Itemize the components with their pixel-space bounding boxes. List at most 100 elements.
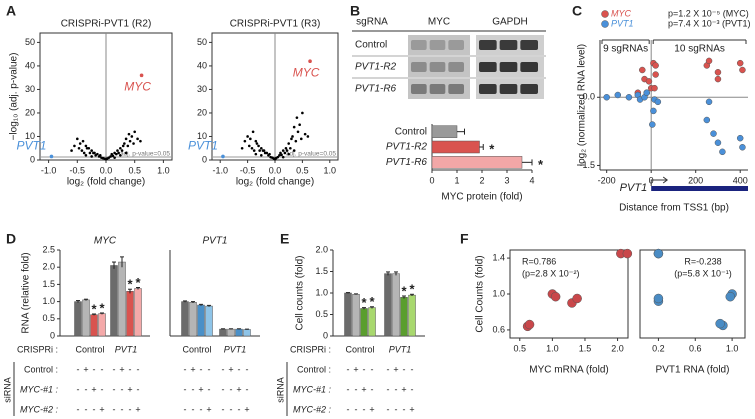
table-title: siRNA xyxy=(2,377,12,403)
table-sign: + xyxy=(409,404,414,414)
table-sign: - xyxy=(93,404,96,414)
data-point xyxy=(90,155,93,158)
data-point xyxy=(705,98,713,106)
x-tick-label: -1.0 xyxy=(41,165,57,175)
data-point xyxy=(292,149,296,152)
chart-title: MYC xyxy=(94,236,117,247)
table-sign: + xyxy=(198,384,203,394)
data-point xyxy=(651,84,658,92)
panel-label: E xyxy=(280,231,289,247)
x-axis-label: MYC mRNA (fold) xyxy=(529,365,608,376)
y-tick-label: 40 xyxy=(197,60,207,70)
table-sign: - xyxy=(137,384,140,394)
table-sign: - xyxy=(347,364,350,374)
table-sign: - xyxy=(238,404,241,414)
data-point xyxy=(572,293,582,304)
blot-band xyxy=(429,62,446,72)
data-point xyxy=(76,137,79,141)
x-tick-label: 4 xyxy=(529,175,534,185)
data-point xyxy=(719,148,726,156)
category-label: PVT1 xyxy=(115,344,138,354)
data-point xyxy=(736,134,744,142)
data-point xyxy=(254,152,258,156)
highlight-label: MYC xyxy=(124,80,151,94)
table-sign: - xyxy=(411,364,414,374)
highlight-label: PVT1 xyxy=(188,139,218,153)
data-point xyxy=(650,107,657,115)
y-tick-label: 2.0 xyxy=(42,262,55,272)
bar xyxy=(431,156,523,169)
x-tick-label: 0.6 xyxy=(689,343,702,353)
table-sign: + xyxy=(236,384,241,394)
highlight-label: MYC xyxy=(293,65,320,79)
data-point xyxy=(87,146,91,150)
data-point xyxy=(303,132,307,136)
data-point xyxy=(139,139,142,143)
x-tick-label: 2.0 xyxy=(611,343,624,353)
data-point xyxy=(130,135,134,138)
gene-body xyxy=(651,186,748,191)
bar xyxy=(181,301,189,337)
table-sign: - xyxy=(387,364,390,374)
y-axis-label: log₂ (normalized RNA level) xyxy=(577,44,588,166)
x-tick-label: 1 xyxy=(454,175,459,185)
blot-band xyxy=(411,40,427,50)
y-tick-label: 1.5 xyxy=(315,266,328,276)
data-point xyxy=(82,151,86,155)
data-point xyxy=(603,94,610,101)
significance: * xyxy=(361,295,367,310)
data-point xyxy=(80,149,84,152)
bar xyxy=(118,261,126,337)
data-point xyxy=(98,153,102,157)
significance: * xyxy=(99,300,105,315)
data-point xyxy=(70,149,73,152)
table-row-label: Control : xyxy=(24,364,58,374)
x-tick-label: 2 xyxy=(479,175,484,185)
x-tick-label: 0.5 xyxy=(128,165,141,175)
x-axis-label: PVT1 RNA (fold) xyxy=(656,365,730,376)
table-sign: - xyxy=(113,384,116,394)
y-tick-label: 0.6 xyxy=(492,324,505,334)
y-tick-label: 0.5 xyxy=(315,309,328,319)
legend-label: PVT1 xyxy=(611,18,634,28)
table-sign: - xyxy=(222,364,225,374)
blot-band xyxy=(479,62,497,72)
table-sign: - xyxy=(77,404,80,414)
highlight-point xyxy=(308,59,312,64)
panel-label: F xyxy=(460,231,469,247)
data-point xyxy=(88,151,92,155)
table-sign: + xyxy=(361,384,366,394)
table-row-label: MYC-#1 : xyxy=(293,384,332,394)
data-point xyxy=(649,121,656,128)
y-tick-label: 0 xyxy=(202,154,207,164)
data-point xyxy=(703,116,711,124)
table-sign: - xyxy=(121,384,124,394)
table-sign: - xyxy=(113,404,116,414)
x-tick-label: 0.5 xyxy=(514,343,527,353)
significance: * xyxy=(135,275,141,290)
data-point xyxy=(73,144,76,148)
data-point xyxy=(268,152,271,156)
y-axis-label: −log₁₀ (adj. p-value) xyxy=(9,53,20,141)
data-point xyxy=(279,151,282,155)
data-point xyxy=(625,94,633,101)
blot-band xyxy=(448,84,464,94)
blot-header: GAPDH xyxy=(492,17,528,28)
table-sign: - xyxy=(101,384,104,394)
table-title: siRNA xyxy=(275,377,285,403)
table-sign: - xyxy=(230,404,233,414)
data-point xyxy=(119,153,122,157)
table-sign: - xyxy=(184,384,187,394)
data-point xyxy=(285,149,289,152)
table-sign: + xyxy=(244,404,249,414)
table-sign: - xyxy=(363,364,366,374)
data-point xyxy=(78,142,82,145)
data-point xyxy=(121,144,125,148)
table-sign: - xyxy=(246,384,249,394)
p-value: p=1.2 X 10⁻⁵ (MYC) xyxy=(668,8,749,18)
bar xyxy=(110,265,118,337)
blot-band xyxy=(520,84,538,94)
bar xyxy=(82,299,90,337)
data-point xyxy=(128,139,132,143)
table-sign: - xyxy=(137,364,140,374)
